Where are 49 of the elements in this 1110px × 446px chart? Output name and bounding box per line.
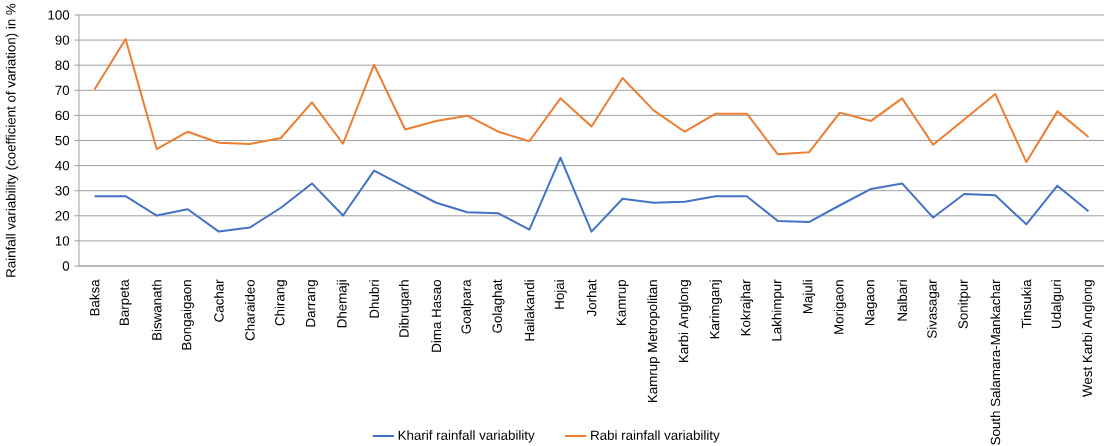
x-tick-label: Sivasagar <box>926 279 940 339</box>
x-tick-label: Darrang <box>305 280 318 327</box>
x-tick-label: Lakhimpur <box>771 279 785 341</box>
x-tick-label: Bongaigaon <box>181 280 194 350</box>
x-tick-label: Dhubri <box>369 280 379 318</box>
line-series <box>93 156 1090 233</box>
x-tick-label: Kamrup Metropolitan <box>647 280 660 403</box>
y-tick-label: 40 <box>55 160 70 171</box>
y-tick-label: 50 <box>55 135 70 146</box>
x-tick-label: Cachar <box>213 279 224 322</box>
y-axis-title: Rainfall variability (coefficient of variation) in % <box>5 3 19 277</box>
x-tick-label: Hailakandi <box>524 280 535 341</box>
x-tick-label: Sonitpur <box>958 279 971 329</box>
y-tick-label: 60 <box>55 110 70 121</box>
x-tick-label: Goalpara <box>461 279 474 334</box>
y-tick-label: 80 <box>55 60 70 70</box>
x-tick-label: South Salamara-Mankachar <box>990 279 1001 445</box>
x-tick-label: Morigaon <box>833 280 847 334</box>
legend-label: Rabi rainfall variability <box>591 430 720 443</box>
y-tick-label: 100 <box>48 10 70 20</box>
x-tick-label: Biswanath <box>151 280 162 340</box>
x-tick-label: West Karbi Anglong <box>1082 280 1095 397</box>
y-tick-label: 10 <box>55 236 70 246</box>
y-tick-label: 30 <box>55 185 70 196</box>
line-series <box>93 38 1090 164</box>
x-tick-label: Jorhat <box>586 279 597 317</box>
x-tick-label: Hojai <box>554 280 567 309</box>
y-tick-label: 70 <box>55 85 70 96</box>
x-tick-label: Dhemaji <box>336 280 350 328</box>
x-tick-label: Majuli <box>802 280 816 314</box>
x-tick-label: Barpeta <box>119 279 132 325</box>
x-tick-label: Udalguri <box>1051 280 1064 328</box>
x-tick-label: Chirang <box>274 280 288 326</box>
x-tick-label: Karbi Anglong <box>678 280 691 363</box>
x-tick-label: Tinsukia <box>1021 279 1032 329</box>
x-tick-label: Kamrup <box>616 279 629 325</box>
x-tick-label: Nagaon <box>865 280 878 325</box>
x-tick-label: Kokrajhar <box>740 279 754 336</box>
y-tick-label: 20 <box>55 211 70 221</box>
x-tick-label: Dima Hasao <box>431 279 442 352</box>
x-tick-label: Charaideo <box>244 279 255 341</box>
y-tick-label: 90 <box>55 35 70 45</box>
x-tick-label: Nalbari <box>897 280 907 321</box>
x-tick-label: Golaghat <box>492 279 505 333</box>
x-tick-label: Dibrugarh <box>398 280 412 337</box>
x-tick-label: Baksa <box>89 279 100 316</box>
y-tick-label: 0 <box>62 261 70 271</box>
x-tick-label: Karimganj <box>709 280 722 339</box>
legend-label: Kharif rainfall variability <box>398 430 535 443</box>
